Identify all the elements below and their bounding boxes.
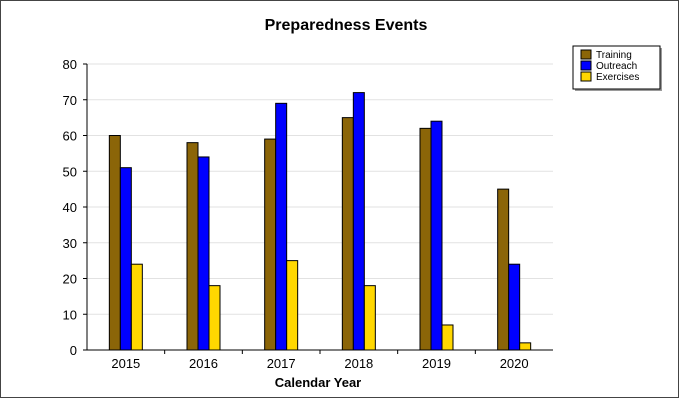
x-axis-label: Calendar Year [275, 375, 361, 390]
x-tick-label: 2019 [422, 356, 451, 371]
bar-outreach-2017 [275, 102, 288, 351]
bar-exercises-2018 [363, 285, 376, 351]
legend-label-exercises: Exercises [596, 72, 639, 83]
chart-title: Preparedness Events [265, 17, 428, 34]
x-tick-label: 2015 [111, 356, 140, 371]
legend-label-outreach: Outreach [596, 61, 637, 72]
x-tick-label: 2017 [267, 356, 296, 371]
y-tick-label: 60 [63, 129, 77, 144]
bar-exercises-2016 [208, 285, 221, 351]
bar-outreach-2015 [119, 167, 132, 351]
bar-training-2015 [108, 135, 121, 351]
x-axis-ticks: 2015 2016 2017 2018 2019 2020 [111, 350, 529, 371]
legend-swatch-exercises [580, 71, 592, 82]
x-tick-label: 2016 [189, 356, 218, 371]
bar-outreach-2016 [197, 156, 210, 351]
y-tick-label: 10 [63, 307, 77, 322]
bar-outreach-2020 [508, 263, 521, 351]
y-tick-label: 40 [63, 200, 77, 215]
bar-outreach-2019 [430, 120, 443, 351]
legend-swatch-training [580, 49, 592, 60]
y-tick-label: 80 [63, 57, 77, 72]
y-tick-label: 20 [63, 272, 77, 287]
legend-label-training: Training [596, 50, 632, 61]
y-tick-label: 50 [63, 164, 77, 179]
y-tick-label: 0 [70, 343, 77, 358]
y-tick-label: 30 [63, 236, 77, 251]
bar-exercises-2015 [130, 263, 143, 351]
bars [108, 92, 532, 351]
x-tick-label: 2018 [344, 356, 373, 371]
bar-training-2017 [264, 138, 277, 351]
bar-training-2020 [497, 188, 510, 351]
bar-exercises-2019 [441, 324, 454, 351]
bar-outreach-2018 [352, 92, 365, 351]
y-axis-ticks: 0 10 20 30 40 50 60 70 80 [63, 57, 87, 358]
bar-training-2019 [419, 127, 432, 351]
legend-swatch-outreach [580, 60, 592, 71]
bar-training-2016 [186, 142, 199, 351]
bar-exercises-2017 [286, 260, 299, 351]
bar-training-2018 [341, 117, 354, 351]
x-tick-label: 2020 [500, 356, 529, 371]
gridlines [87, 63, 553, 315]
bar-exercises-2020 [519, 342, 532, 351]
y-tick-label: 70 [63, 93, 77, 108]
